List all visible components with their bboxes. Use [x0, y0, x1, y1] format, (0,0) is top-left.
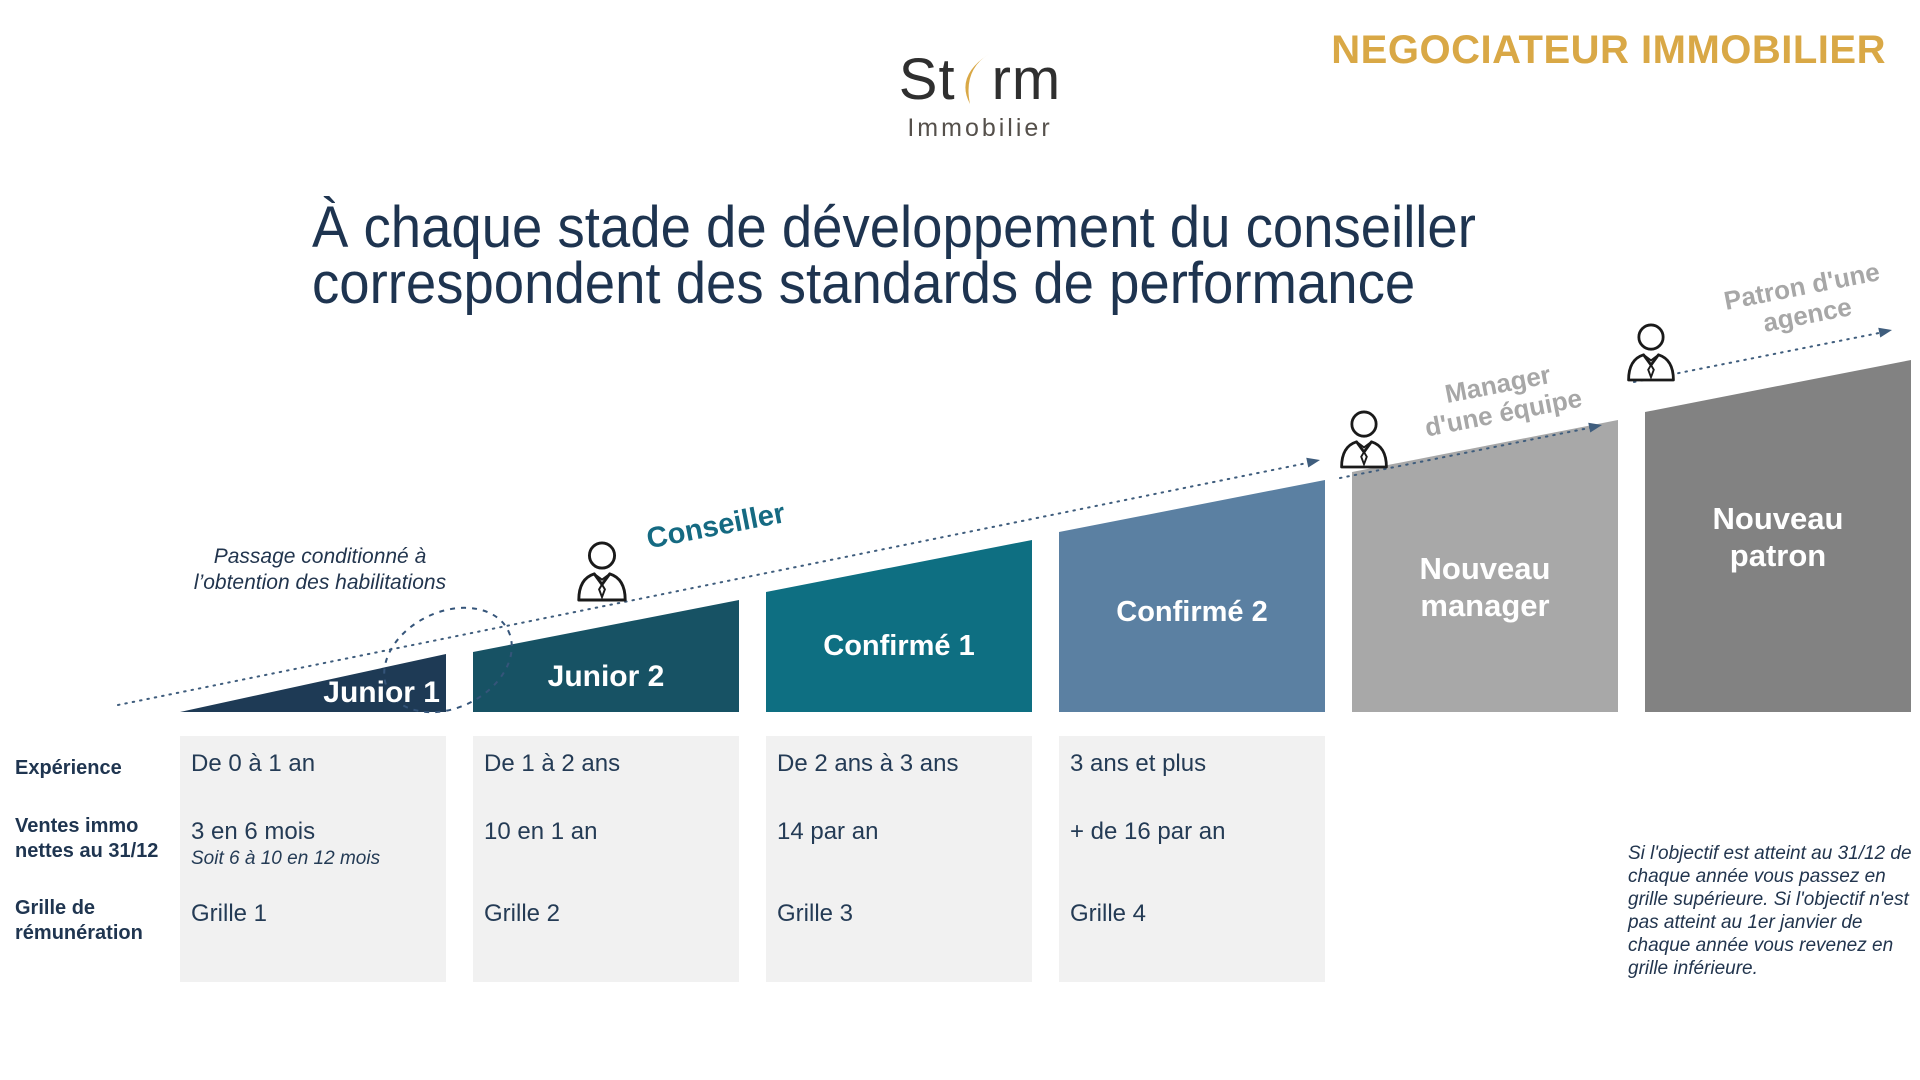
- manager-dotted-line: [1339, 426, 1595, 479]
- row-label-ventes-line2: nettes au 31/12: [15, 840, 159, 862]
- objective-note: Si l'objectif est atteint au 31/12 de ch…: [1628, 843, 1912, 979]
- table-card-junior1: De 0 à 1 an 3 en 6 mois Soit 6 à 10 en 1…: [180, 736, 446, 982]
- patron-person-icon: [1627, 323, 1675, 382]
- step-junior2-shape: [473, 600, 739, 712]
- cell-ventes: + de 16 par an: [1070, 818, 1226, 845]
- step-label-junior1: Junior 1: [323, 676, 440, 709]
- patron-arrowhead: [1878, 327, 1892, 338]
- step-label-patron-line2: patron: [1729, 538, 1827, 573]
- page-title-line1: À chaque stade de développement du conse…: [312, 195, 1476, 260]
- brand-logo-subtitle: Immobilier: [907, 114, 1053, 142]
- progress-dotted-line: [117, 461, 1313, 706]
- row-label-ventes-line1: Ventes immo: [15, 815, 139, 837]
- step-patron-shape: [1645, 360, 1911, 712]
- cell-ventes-sub: Soit 6 à 10 en 12 mois: [191, 848, 381, 869]
- row-label-ventes: Ventes immo nettes au 31/12: [15, 814, 177, 864]
- step-label-patron-line1: Nouveau: [1712, 501, 1844, 536]
- cell-experience: 3 ans et plus: [1070, 750, 1207, 777]
- step-manager-shape: [1352, 420, 1618, 712]
- cell-ventes: 14 par an: [777, 818, 879, 845]
- step-label-confirme1: Confirmé 1: [823, 630, 975, 662]
- cell-ventes: 10 en 1 an: [484, 818, 598, 845]
- program-title: NEGOCIATEUR IMMOBILIER: [1331, 28, 1886, 72]
- brand-logo: St rm Immobilier: [878, 50, 1082, 143]
- step-confirme2-shape: [1059, 480, 1325, 712]
- progress-arrowhead: [1306, 457, 1320, 468]
- passage-note-line1: Passage conditionné à: [213, 545, 427, 568]
- passage-note: Passage conditionné à l’obtention des ha…: [188, 544, 452, 596]
- cell-experience: De 1 à 2 ans: [484, 750, 621, 777]
- cell-grille: Grille 4: [1070, 900, 1147, 927]
- step-label-confirme2: Confirmé 2: [1116, 596, 1268, 628]
- table-card-confirme2: 3 ans et plus + de 16 par an Grille 4: [1059, 736, 1325, 982]
- cell-ventes: 3 en 6 mois: [191, 818, 316, 845]
- row-label-grille-line1: Grille de: [15, 897, 96, 919]
- patron-dotted-line: [1633, 331, 1885, 383]
- page-title-line2: correspondent des standards de performan…: [312, 251, 1416, 316]
- manager-person-icon: [1340, 410, 1388, 469]
- step-label-patron: Nouveau patron: [1645, 500, 1911, 574]
- table-card-confirme1: De 2 ans à 3 ans 14 par an Grille 3: [766, 736, 1032, 982]
- cell-grille: Grille 2: [484, 900, 561, 927]
- row-label-experience: Expérience: [15, 757, 122, 779]
- logo-text-after: rm: [991, 47, 1062, 112]
- cell-grille: Grille 3: [777, 900, 854, 927]
- brand-logo-wordmark: St rm: [878, 50, 1082, 110]
- logo-text-before: St: [898, 47, 956, 112]
- table-card-junior2: De 1 à 2 ans 10 en 1 an Grille 2: [473, 736, 739, 982]
- row-label-grille-line2: rémunération: [15, 922, 143, 944]
- conseiller-person-icon: [577, 541, 627, 602]
- passage-highlight-ellipse: [383, 606, 513, 714]
- row-label-grille: Grille de rémunération: [15, 896, 177, 946]
- cell-experience: De 2 ans à 3 ans: [777, 750, 959, 777]
- manager-arrowhead: [1588, 422, 1602, 433]
- cell-grille: Grille 1: [191, 900, 268, 927]
- step-confirme1-shape: [766, 540, 1032, 712]
- step-label-manager-line1: Nouveau: [1419, 551, 1551, 586]
- cell-experience: De 0 à 1 an: [191, 750, 316, 777]
- step-label-manager-line2: manager: [1420, 588, 1550, 623]
- step-label-manager: Nouveau manager: [1352, 550, 1618, 624]
- passage-note-line2: l’obtention des habilitations: [193, 571, 447, 594]
- step-junior1-shape: [180, 654, 446, 712]
- page-title: À chaque stade de développement du conse…: [312, 195, 1476, 316]
- step-label-junior2: Junior 2: [547, 660, 665, 693]
- logo-swoosh-icon: [957, 52, 991, 108]
